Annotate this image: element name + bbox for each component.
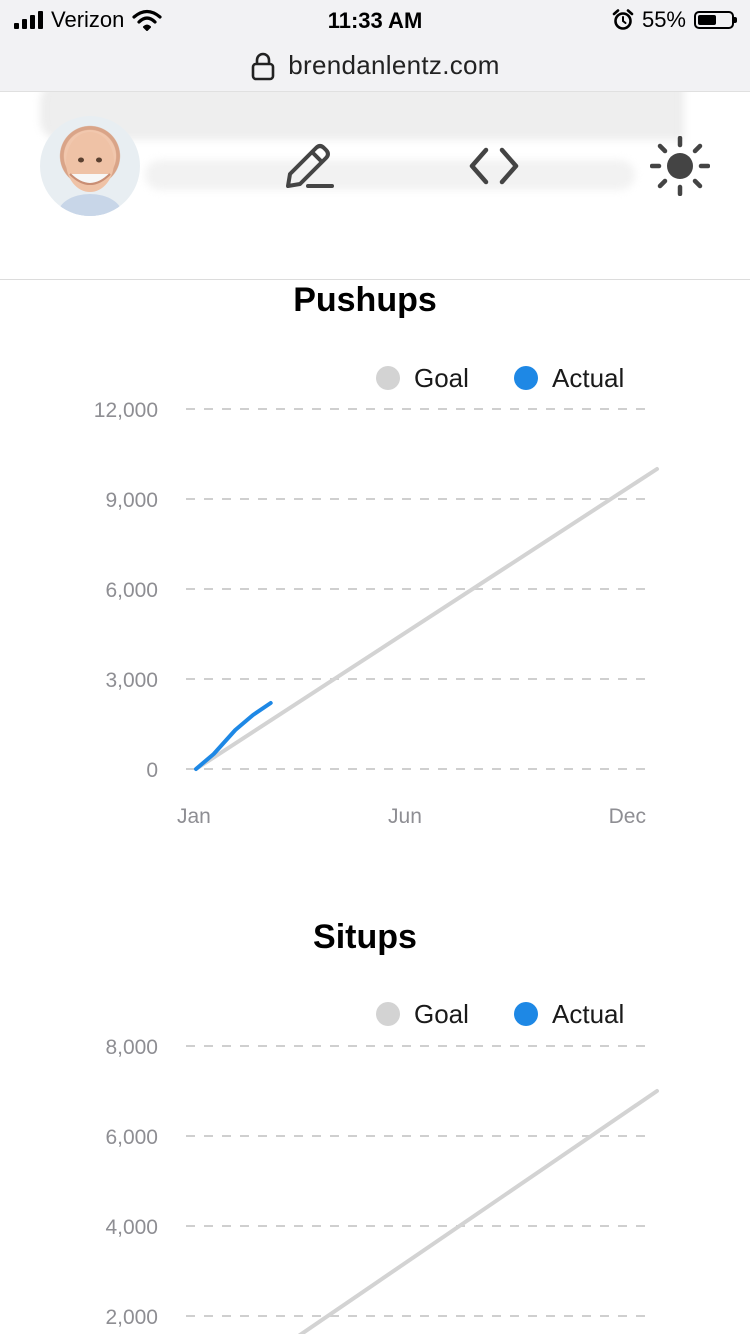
wifi-icon: [132, 9, 162, 31]
status-left: Verizon: [14, 6, 162, 34]
avatar[interactable]: [40, 116, 140, 216]
status-bar: Verizon 11:33 AM 55%: [0, 0, 750, 40]
situps-chart-title: Situps: [313, 918, 417, 956]
pencil-icon[interactable]: [278, 136, 338, 196]
alarm-icon: [612, 9, 634, 30]
avatar-face: [66, 132, 114, 216]
legend-marker-goal[interactable]: [376, 1002, 400, 1026]
lock-icon: [251, 52, 275, 80]
blurred-background-text: [40, 92, 740, 190]
y-tick-label: 2,000: [105, 1306, 158, 1329]
y-tick-label: 12,000: [94, 399, 158, 422]
x-tick-label: Jan: [177, 805, 211, 828]
carrier-label: Verizon: [51, 7, 125, 32]
code-brackets-icon[interactable]: [464, 136, 524, 196]
legend-label-actual[interactable]: Actual: [552, 363, 624, 393]
series-line-goal: [297, 1089, 659, 1334]
situps-chart: Goal Actual 8,000 6,000 4,000 2,000: [105, 999, 659, 1334]
sun-icon[interactable]: [650, 136, 710, 196]
y-tick-label: 4,000: [105, 1216, 158, 1239]
y-tick-label: 8,000: [105, 1036, 158, 1059]
series-line-actual: [194, 701, 273, 771]
signal-icon: [14, 11, 43, 29]
y-tick-label: 6,000: [105, 579, 158, 602]
y-tick-label: 6,000: [105, 1126, 158, 1149]
status-right: 55%: [612, 6, 737, 34]
series-line-goal: [194, 467, 659, 771]
x-tick-label: Jun: [388, 805, 422, 828]
legend-marker-actual[interactable]: [514, 366, 538, 390]
y-tick-label: 0: [146, 759, 158, 782]
battery-icon: [694, 11, 737, 29]
url-bar[interactable]: brendanlentz.com: [0, 40, 750, 92]
pushups-chart-title: Pushups: [293, 281, 437, 319]
legend-label-goal[interactable]: Goal: [414, 363, 469, 393]
y-tick-label: 3,000: [105, 669, 158, 692]
battery-level: [698, 15, 716, 25]
legend-marker-goal[interactable]: [376, 366, 400, 390]
pushups-chart: Goal Actual 12,000 9,000 6,000 3,000 0 Jan Jun De…: [94, 363, 659, 828]
status-time: 11:33 AM: [327, 8, 423, 33]
site-header: [0, 92, 750, 280]
url-text[interactable]: brendanlentz.com: [288, 50, 500, 80]
x-tick-label: Dec: [609, 805, 646, 828]
chart-legend: Goal Actual: [376, 363, 624, 393]
legend-marker-actual[interactable]: [514, 1002, 538, 1026]
y-tick-label: 9,000: [105, 489, 158, 512]
legend-label-goal[interactable]: Goal: [414, 999, 469, 1029]
legend-label-actual[interactable]: Actual: [552, 999, 624, 1029]
battery-percent: 55%: [641, 7, 686, 32]
chart-legend: Goal Actual: [376, 999, 624, 1029]
